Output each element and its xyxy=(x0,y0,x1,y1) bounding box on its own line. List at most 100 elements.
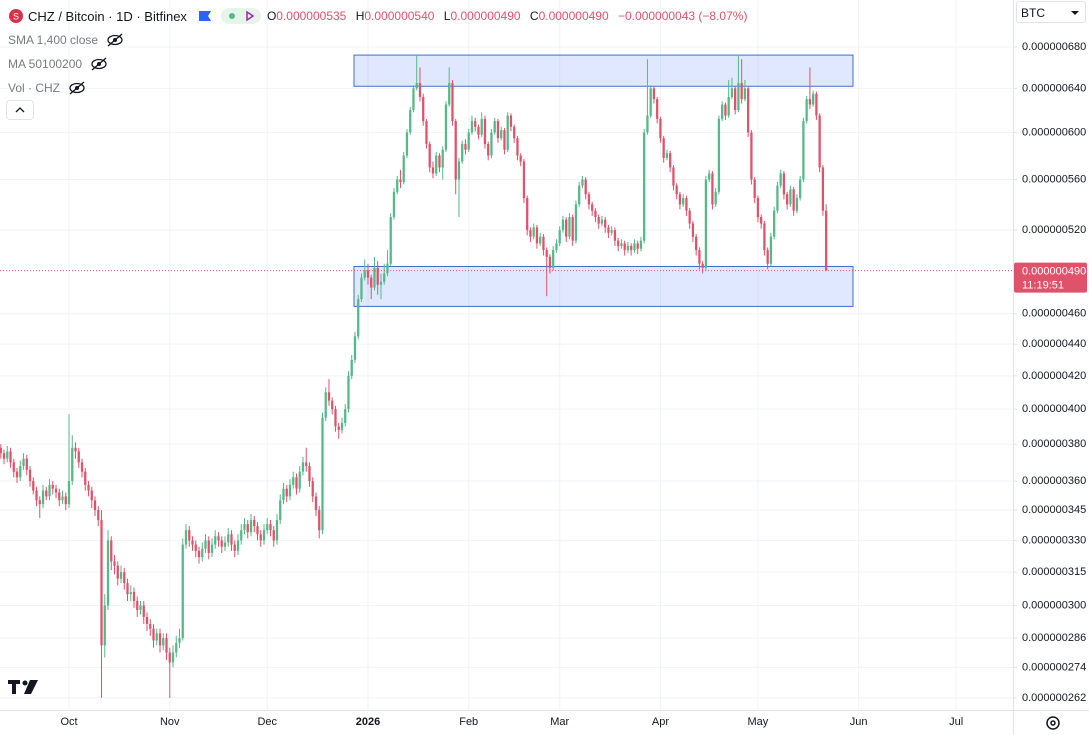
hidden-eye-icon[interactable] xyxy=(90,57,108,71)
candle-body xyxy=(526,198,529,231)
candle-body xyxy=(175,642,178,653)
candles xyxy=(0,55,828,698)
flag-icon[interactable] xyxy=(197,8,215,24)
candle-body xyxy=(691,223,695,237)
candle-body xyxy=(376,267,379,285)
candle-body xyxy=(415,83,418,89)
candle-body xyxy=(779,173,782,186)
candle-body xyxy=(792,189,795,211)
candle-body xyxy=(314,496,318,511)
candle-body xyxy=(344,409,347,423)
indicator-name[interactable]: Vol · CHZ xyxy=(8,81,61,95)
candle-body xyxy=(194,544,197,551)
candle-body xyxy=(22,458,25,467)
y-tick-label: 0.000000640 xyxy=(1022,82,1086,94)
candle-body xyxy=(61,496,64,501)
close-label: C xyxy=(529,9,539,23)
candle-body xyxy=(701,263,704,268)
candle-body xyxy=(529,230,532,237)
candle-body xyxy=(38,500,41,505)
candle-body xyxy=(721,104,724,119)
candle-body xyxy=(467,132,470,150)
candle-body xyxy=(282,488,285,501)
candle-body xyxy=(600,219,604,224)
x-tick-label: Apr xyxy=(652,716,669,728)
candle-body xyxy=(578,185,581,205)
currency-select[interactable]: BTC xyxy=(1016,1,1086,23)
candle-body xyxy=(565,219,568,237)
candle-body xyxy=(318,510,321,531)
candle-body xyxy=(45,490,48,497)
y-tick-label: 0.000000300 xyxy=(1022,599,1086,611)
candle-body xyxy=(825,210,828,271)
symbol-title[interactable]: CHZ / Bitcoin · 1D · Bitfinex xyxy=(28,8,187,24)
indicator-name[interactable]: SMA 1,400 close xyxy=(8,33,99,47)
candle-body xyxy=(19,466,22,478)
candle-body xyxy=(464,143,467,150)
change-value: −0.000000043 (−8.07%) xyxy=(618,9,748,23)
candle-body xyxy=(41,490,45,505)
candle-body xyxy=(331,400,334,410)
candle-body xyxy=(623,243,626,251)
status-pill[interactable] xyxy=(220,7,261,25)
x-tick-label: Mar xyxy=(550,716,569,728)
candle-body xyxy=(704,179,708,268)
candle-body xyxy=(493,121,496,133)
candle-body xyxy=(12,462,15,472)
candle-body xyxy=(659,118,662,139)
candle-body xyxy=(337,426,340,430)
candle-body xyxy=(555,243,558,251)
candle-body xyxy=(649,88,652,116)
candle-body xyxy=(597,217,600,224)
y-tick-label: 0.000000345 xyxy=(1022,504,1086,516)
candle-body xyxy=(487,143,490,156)
collapse-legend-button[interactable] xyxy=(6,100,34,120)
indicator-name[interactable]: MA 50100200 xyxy=(8,57,83,71)
tradingview-logo[interactable] xyxy=(8,680,38,694)
y-tick-label: 0.000000460 xyxy=(1022,308,1086,320)
hidden-eye-icon[interactable] xyxy=(106,33,124,47)
candle-body xyxy=(184,530,188,545)
indicator-row[interactable]: SMA 1,400 close xyxy=(8,28,753,52)
hidden-eye-icon[interactable] xyxy=(68,81,86,95)
candle-body xyxy=(71,447,74,482)
last-price-label: 0.000000490 xyxy=(1022,266,1086,278)
candle-body xyxy=(503,130,506,150)
candle-body xyxy=(145,616,149,624)
candle-body xyxy=(311,481,314,497)
candle-body xyxy=(201,548,204,558)
high-label: H xyxy=(355,9,365,23)
candle-body xyxy=(633,243,636,251)
candle-body xyxy=(724,104,727,116)
candle-body xyxy=(675,185,678,195)
candle-body xyxy=(818,115,821,168)
candle-body xyxy=(750,132,753,180)
candle-body xyxy=(688,210,691,224)
chevron-up xyxy=(15,107,25,113)
candle-body xyxy=(483,118,487,144)
candle-body xyxy=(214,536,217,545)
grid xyxy=(0,0,1013,710)
candle-body xyxy=(763,223,766,251)
candle-body xyxy=(428,143,431,168)
candle-body xyxy=(171,652,175,663)
candle-body xyxy=(548,256,552,268)
candle-body xyxy=(665,153,669,158)
candle-body xyxy=(285,488,288,497)
settings-button[interactable] xyxy=(1046,716,1060,730)
candle-body xyxy=(220,540,223,547)
candle-body xyxy=(132,591,136,601)
candle-body xyxy=(786,194,789,205)
candle-body xyxy=(805,99,808,122)
candle-body xyxy=(441,149,444,168)
candle-body xyxy=(188,530,191,541)
candle-body xyxy=(734,88,737,111)
x-tick-label: Dec xyxy=(257,716,277,728)
candle-body xyxy=(568,217,571,237)
axes: 0.000000680 0.000000640 0.000000600 0.00000… xyxy=(0,41,1087,728)
candle-body xyxy=(253,520,256,527)
indicator-row[interactable]: Vol · CHZ xyxy=(8,76,753,100)
indicator-row[interactable]: MA 50100200 xyxy=(8,52,753,76)
candle-body xyxy=(561,219,565,231)
candle-body xyxy=(799,179,802,199)
